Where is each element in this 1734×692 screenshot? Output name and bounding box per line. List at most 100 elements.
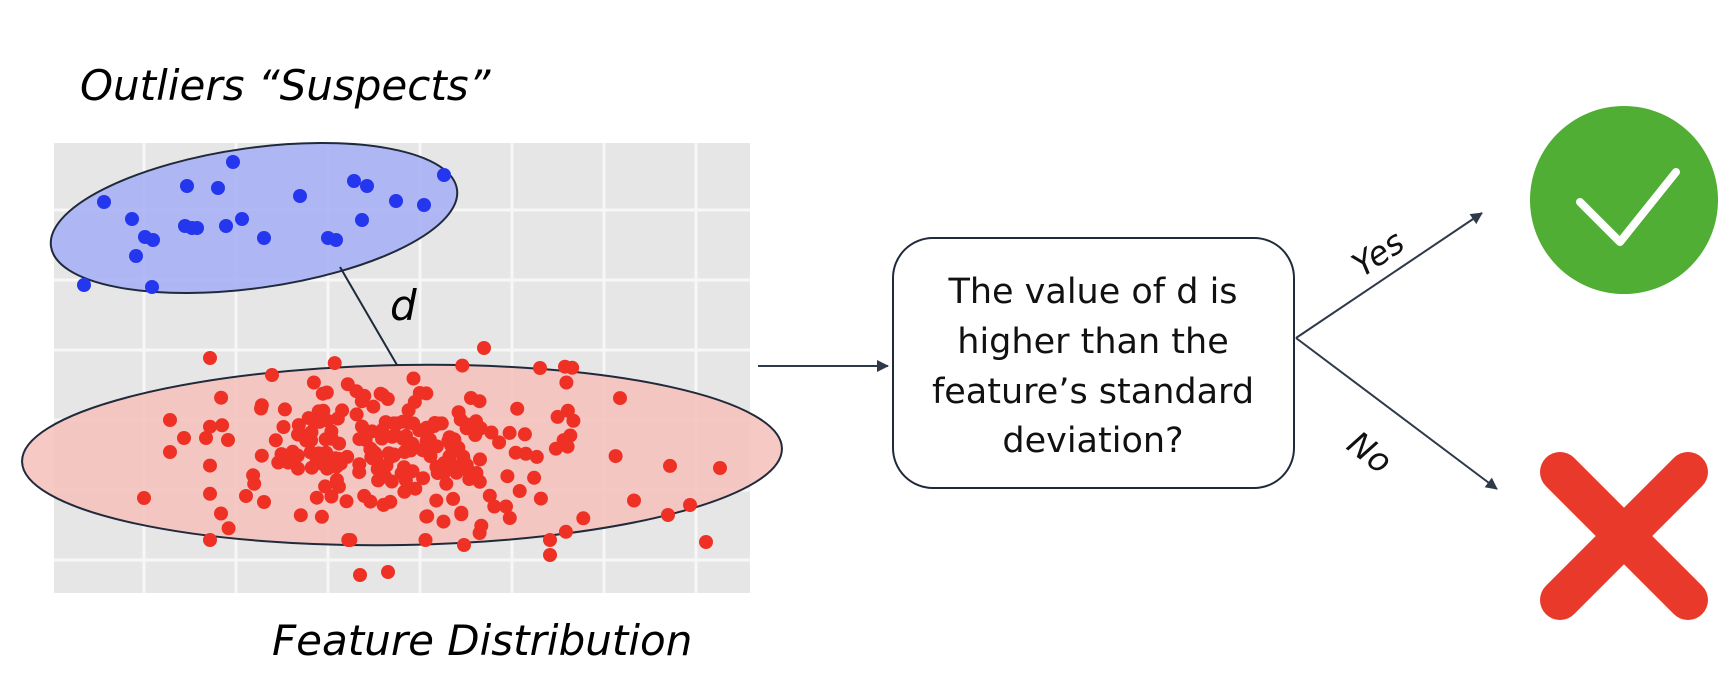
- feature-point: [318, 479, 333, 494]
- feature-point: [376, 428, 391, 443]
- feature-point: [239, 489, 253, 503]
- feature-point: [457, 538, 471, 552]
- feature-point: [276, 420, 291, 434]
- outlier-point: [437, 168, 451, 182]
- feature-point: [429, 439, 444, 454]
- feature-point: [427, 416, 442, 430]
- feature-point: [406, 371, 421, 386]
- feature-point: [533, 491, 548, 506]
- feature-point: [349, 407, 364, 422]
- feature-point: [268, 433, 283, 448]
- feature-point: [408, 481, 423, 496]
- outlier-point: [360, 179, 374, 193]
- feature-point: [436, 466, 451, 481]
- feature-point: [221, 433, 235, 447]
- feature-point: [386, 448, 401, 463]
- feature-point: [472, 394, 487, 409]
- feature-point: [529, 449, 544, 464]
- yes-label: Yes: [1345, 222, 1412, 285]
- feature-point: [477, 341, 491, 355]
- outlier-point: [129, 249, 143, 263]
- feature-point: [373, 386, 388, 401]
- feature-point: [324, 489, 339, 504]
- feature-point: [397, 445, 412, 459]
- feature-point: [329, 473, 344, 487]
- feature-point: [543, 533, 557, 547]
- feature-point: [559, 375, 574, 390]
- feature-point: [613, 391, 627, 406]
- feature-point: [352, 465, 367, 480]
- feature-point: [558, 524, 573, 539]
- feature-point: [203, 533, 217, 547]
- feature-point: [341, 533, 356, 547]
- feature-point: [550, 409, 565, 424]
- feature-point: [397, 460, 411, 475]
- question-line-1: The value of d is: [947, 272, 1237, 312]
- feature-distribution-title: Feature Distribution: [272, 616, 692, 665]
- feature-point: [363, 494, 378, 509]
- feature-point: [203, 486, 217, 501]
- feature-point: [163, 413, 177, 427]
- feature-points: [137, 341, 727, 582]
- outlier-point: [257, 231, 271, 245]
- feature-point: [608, 449, 623, 464]
- feature-point: [462, 472, 477, 487]
- outlier-point: [417, 198, 431, 212]
- feature-point: [419, 509, 434, 524]
- feature-point: [329, 459, 344, 474]
- feature-point: [447, 433, 462, 448]
- question-line-2: higher than the: [957, 322, 1228, 362]
- feature-point: [257, 495, 271, 509]
- feature-point: [381, 565, 395, 579]
- feature-point: [566, 413, 581, 428]
- feature-point: [459, 458, 474, 473]
- outlier-point: [226, 155, 240, 169]
- feature-point: [492, 435, 507, 450]
- feature-point: [446, 491, 461, 506]
- feature-point: [363, 441, 378, 456]
- feature-point: [508, 445, 523, 460]
- feature-point: [576, 511, 591, 526]
- feature-point: [565, 360, 580, 375]
- feature-point: [388, 428, 403, 443]
- feature-point: [366, 399, 381, 414]
- feature-point: [309, 490, 324, 505]
- feature-point: [314, 509, 329, 524]
- feature-point: [472, 474, 487, 489]
- outlier-point: [355, 213, 369, 227]
- feature-point: [319, 385, 334, 400]
- feature-point: [474, 518, 489, 533]
- feature-point: [353, 568, 367, 582]
- feature-point: [661, 508, 675, 522]
- feature-point: [379, 458, 394, 473]
- feature-point: [436, 514, 451, 529]
- scatter-plot: d: [21, 142, 783, 593]
- outlier-point: [211, 181, 225, 195]
- no-label: No: [1340, 423, 1399, 481]
- feature-point: [699, 535, 713, 549]
- feature-point: [304, 425, 319, 440]
- question-line-4: deviation?: [1002, 421, 1183, 461]
- feature-point: [533, 361, 547, 375]
- feature-point: [339, 494, 354, 509]
- outlier-point: [180, 179, 194, 193]
- feature-point: [390, 416, 405, 431]
- feature-point: [482, 488, 497, 503]
- feature-point: [416, 471, 431, 486]
- feature-point: [265, 368, 279, 382]
- feature-point: [473, 421, 488, 436]
- outlier-point: [190, 221, 204, 235]
- feature-point: [352, 432, 367, 447]
- feature-point: [460, 417, 475, 432]
- outlier-point: [293, 189, 307, 203]
- feature-point: [543, 548, 557, 562]
- feature-point: [254, 448, 269, 463]
- distance-label: d: [390, 281, 417, 330]
- feature-point: [214, 506, 228, 521]
- feature-point: [274, 447, 289, 462]
- feature-point: [418, 533, 433, 547]
- feature-point: [502, 425, 517, 440]
- feature-point: [340, 377, 355, 392]
- feature-point: [203, 351, 217, 365]
